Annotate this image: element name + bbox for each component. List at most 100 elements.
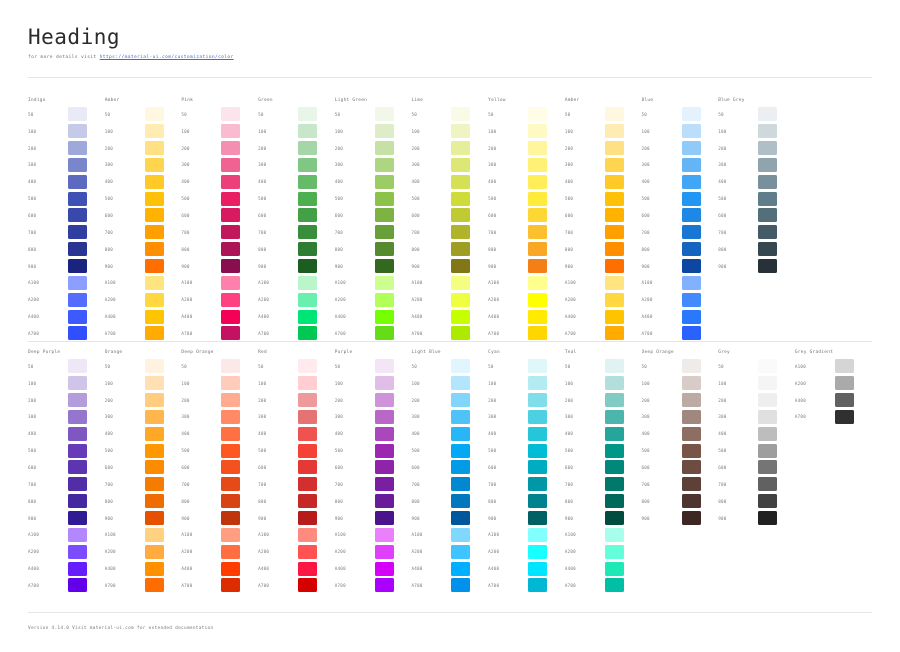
color-swatch[interactable] [451, 309, 471, 324]
color-swatch[interactable] [144, 174, 164, 189]
color-swatch[interactable] [758, 511, 778, 526]
color-swatch[interactable] [144, 578, 164, 593]
color-swatch[interactable] [144, 477, 164, 492]
color-swatch[interactable] [298, 409, 318, 424]
color-swatch[interactable] [451, 409, 471, 424]
color-swatch[interactable] [451, 511, 471, 526]
color-swatch[interactable] [758, 494, 778, 509]
color-swatch[interactable] [374, 141, 394, 156]
color-swatch[interactable] [604, 460, 624, 475]
color-swatch[interactable] [221, 511, 241, 526]
color-swatch[interactable] [528, 174, 548, 189]
color-swatch[interactable] [758, 409, 778, 424]
color-swatch[interactable] [604, 208, 624, 223]
color-swatch[interactable] [604, 494, 624, 509]
color-swatch[interactable] [604, 107, 624, 122]
color-swatch[interactable] [144, 326, 164, 341]
color-swatch[interactable] [68, 359, 87, 374]
color-swatch[interactable] [681, 141, 701, 156]
color-swatch[interactable] [451, 124, 471, 139]
color-swatch[interactable] [604, 225, 624, 240]
color-swatch[interactable] [681, 275, 701, 290]
color-swatch[interactable] [604, 309, 624, 324]
color-swatch[interactable] [528, 107, 548, 122]
color-swatch[interactable] [221, 225, 241, 240]
color-swatch[interactable] [68, 191, 87, 206]
color-swatch[interactable] [528, 309, 548, 324]
color-swatch[interactable] [451, 107, 471, 122]
color-swatch[interactable] [221, 426, 241, 441]
color-swatch[interactable] [451, 376, 471, 391]
color-swatch[interactable] [528, 259, 548, 274]
color-swatch[interactable] [298, 527, 318, 542]
color-swatch[interactable] [681, 443, 701, 458]
color-swatch[interactable] [758, 174, 778, 189]
color-swatch[interactable] [528, 225, 548, 240]
color-swatch[interactable] [144, 242, 164, 257]
color-swatch[interactable] [298, 141, 318, 156]
color-swatch[interactable] [221, 141, 241, 156]
color-swatch[interactable] [298, 393, 318, 408]
color-swatch[interactable] [604, 157, 624, 172]
color-swatch[interactable] [528, 208, 548, 223]
color-swatch[interactable] [834, 359, 854, 374]
color-swatch[interactable] [221, 292, 241, 307]
color-swatch[interactable] [144, 443, 164, 458]
color-swatch[interactable] [528, 191, 548, 206]
color-swatch[interactable] [681, 376, 701, 391]
color-swatch[interactable] [68, 511, 87, 526]
color-swatch[interactable] [604, 275, 624, 290]
color-swatch[interactable] [221, 107, 241, 122]
color-swatch[interactable] [374, 124, 394, 139]
color-swatch[interactable] [528, 326, 548, 341]
color-swatch[interactable] [528, 242, 548, 257]
color-swatch[interactable] [681, 259, 701, 274]
color-swatch[interactable] [758, 443, 778, 458]
color-swatch[interactable] [681, 174, 701, 189]
color-swatch[interactable] [758, 426, 778, 441]
color-swatch[interactable] [221, 409, 241, 424]
color-swatch[interactable] [221, 309, 241, 324]
color-swatch[interactable] [604, 359, 624, 374]
color-swatch[interactable] [68, 275, 87, 290]
color-swatch[interactable] [68, 208, 87, 223]
color-swatch[interactable] [144, 225, 164, 240]
color-swatch[interactable] [758, 107, 778, 122]
color-swatch[interactable] [681, 242, 701, 257]
color-swatch[interactable] [221, 208, 241, 223]
color-swatch[interactable] [681, 494, 701, 509]
color-swatch[interactable] [68, 242, 87, 257]
color-swatch[interactable] [298, 578, 318, 593]
color-swatch[interactable] [374, 477, 394, 492]
color-swatch[interactable] [298, 376, 318, 391]
color-swatch[interactable] [604, 544, 624, 559]
color-swatch[interactable] [144, 561, 164, 576]
color-swatch[interactable] [374, 208, 394, 223]
color-swatch[interactable] [144, 511, 164, 526]
color-swatch[interactable] [451, 359, 471, 374]
color-swatch[interactable] [221, 174, 241, 189]
color-swatch[interactable] [68, 259, 87, 274]
color-swatch[interactable] [604, 259, 624, 274]
color-swatch[interactable] [144, 124, 164, 139]
color-swatch[interactable] [681, 157, 701, 172]
color-swatch[interactable] [298, 157, 318, 172]
color-swatch[interactable] [374, 359, 394, 374]
color-swatch[interactable] [451, 174, 471, 189]
color-swatch[interactable] [298, 259, 318, 274]
color-swatch[interactable] [528, 124, 548, 139]
color-swatch[interactable] [221, 443, 241, 458]
color-swatch[interactable] [68, 393, 87, 408]
color-swatch[interactable] [221, 477, 241, 492]
color-swatch[interactable] [144, 409, 164, 424]
color-swatch[interactable] [68, 409, 87, 424]
color-swatch[interactable] [68, 443, 87, 458]
color-swatch[interactable] [221, 393, 241, 408]
color-swatch[interactable] [834, 393, 854, 408]
color-swatch[interactable] [528, 409, 548, 424]
color-swatch[interactable] [68, 124, 87, 139]
color-swatch[interactable] [298, 174, 318, 189]
color-swatch[interactable] [298, 292, 318, 307]
color-swatch[interactable] [374, 527, 394, 542]
color-swatch[interactable] [758, 376, 778, 391]
